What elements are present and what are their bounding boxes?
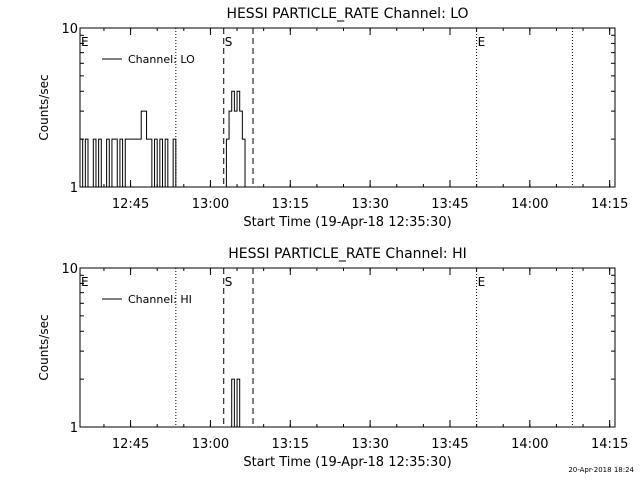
x-tick-label: 14:15 bbox=[591, 197, 628, 212]
x-tick-label: 14:00 bbox=[511, 437, 548, 452]
legend-label: Channel: LO bbox=[128, 53, 195, 66]
y-axis-label: Counts/sec bbox=[37, 74, 51, 140]
chart-panel-1: HESSI PARTICLE_RATE Channel: LO Start Tim… bbox=[37, 6, 628, 230]
x-tick-label: 13:15 bbox=[272, 437, 309, 452]
event-marker-label: S bbox=[225, 35, 233, 49]
y-axis-label: Counts/sec bbox=[37, 314, 51, 380]
series-line bbox=[80, 90, 254, 188]
x-tick-label: 13:45 bbox=[431, 197, 468, 212]
x-axis-label: Start Time (19-Apr-18 12:35:30) bbox=[243, 215, 451, 230]
event-marker-label: E bbox=[478, 35, 486, 49]
x-tick-label: 13:00 bbox=[192, 437, 229, 452]
x-tick-label: 13:00 bbox=[192, 197, 229, 212]
plot-frame bbox=[79, 27, 616, 188]
plot-frame bbox=[79, 267, 616, 428]
x-tick-label: 13:15 bbox=[272, 197, 309, 212]
x-tick-label: 13:45 bbox=[431, 437, 468, 452]
x-tick-label: 14:00 bbox=[511, 197, 548, 212]
series-line bbox=[223, 378, 254, 428]
y-tick-label: 10 bbox=[61, 22, 78, 37]
y-tick-label: 1 bbox=[70, 181, 78, 196]
chart-title: HESSI PARTICLE_RATE Channel: LO bbox=[226, 6, 468, 22]
y-tick-label: 10 bbox=[61, 262, 78, 277]
y-tick-label: 1 bbox=[70, 421, 78, 436]
x-tick-label: 12:45 bbox=[112, 437, 149, 452]
event-marker-label: E bbox=[81, 275, 89, 289]
event-marker-label: E bbox=[81, 35, 89, 49]
chart-panel-2: HESSI PARTICLE_RATE Channel: HI Start Tim… bbox=[37, 246, 628, 470]
x-tick-label: 13:30 bbox=[351, 437, 388, 452]
legend-label: Channel: HI bbox=[128, 293, 192, 306]
x-tick-label: 12:45 bbox=[112, 197, 149, 212]
x-tick-label: 13:30 bbox=[351, 197, 388, 212]
x-tick-label: 14:15 bbox=[591, 437, 628, 452]
footer-timestamp: 20-Apr-2018 18:24 bbox=[568, 466, 634, 474]
x-axis-label: Start Time (19-Apr-18 12:35:30) bbox=[243, 455, 451, 470]
event-marker-label: S bbox=[225, 275, 233, 289]
event-marker-label: E bbox=[478, 275, 486, 289]
chart-title: HESSI PARTICLE_RATE Channel: HI bbox=[228, 246, 466, 262]
